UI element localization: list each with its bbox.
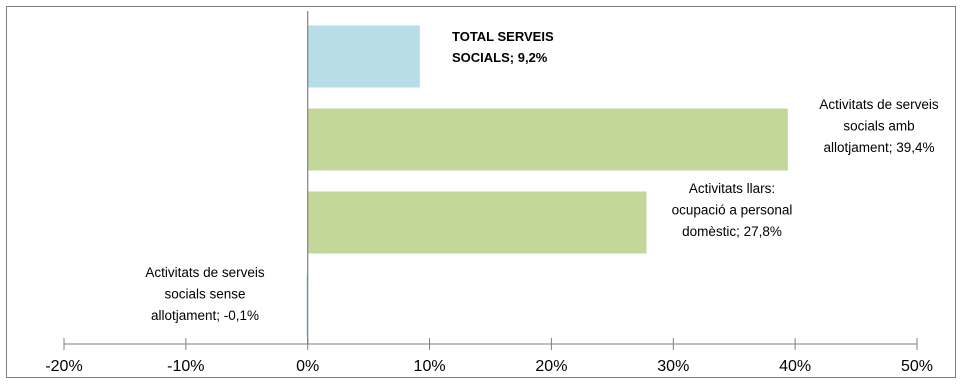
bar-chart: -20% -10% 0% 10% 20% 30% 40% 50% TOTAL SERVEIS SO… xyxy=(45,11,939,375)
data-label-2-line-2: domèstic; 27,8% xyxy=(682,224,782,239)
x-tick-label-1: -10% xyxy=(167,358,204,375)
bar-1 xyxy=(307,108,788,171)
data-label-2-line-1: ocupació a personal xyxy=(672,203,793,218)
data-label-1-line-0: Activitats de serveis xyxy=(819,97,939,112)
data-label-2-line-0: Activitats llars: xyxy=(689,181,775,196)
data-label-1-line-1: socials amb xyxy=(843,119,914,134)
data-label-3-line-0: Activitats de serveis xyxy=(145,265,265,280)
data-label-1: Activitats de serveis socials amb allotjam… xyxy=(819,97,939,155)
data-label-2: Activitats llars: ocupació a personal domè… xyxy=(672,181,793,239)
x-tick-label-6: 40% xyxy=(779,358,811,375)
x-tick-label-7: 50% xyxy=(901,358,933,375)
data-label-0-line-0: TOTAL SERVEIS xyxy=(452,29,554,44)
data-label-0: TOTAL SERVEIS SOCIALS; 9,2% xyxy=(452,29,554,65)
bar-0 xyxy=(307,25,420,88)
x-tick-label-2: 0% xyxy=(296,358,319,375)
bar-2 xyxy=(307,191,647,254)
data-label-3-line-2: allotjament; -0,1% xyxy=(151,308,259,323)
x-tick-label-4: 20% xyxy=(535,358,567,375)
x-tick-label-3: 10% xyxy=(414,358,446,375)
data-label-3-line-1: socials sense xyxy=(164,287,245,302)
data-label-1-line-2: allotjament; 39,4% xyxy=(823,140,934,155)
data-label-0-line-1: SOCIALS; 9,2% xyxy=(452,50,548,65)
x-tick-label-5: 30% xyxy=(657,358,689,375)
x-tick-label-0: -20% xyxy=(45,358,82,375)
data-label-3: Activitats de serveis socials sense allotj… xyxy=(145,265,265,323)
chart-frame: -20% -10% 0% 10% 20% 30% 40% 50% TOTAL SERVEIS SO… xyxy=(6,6,956,378)
